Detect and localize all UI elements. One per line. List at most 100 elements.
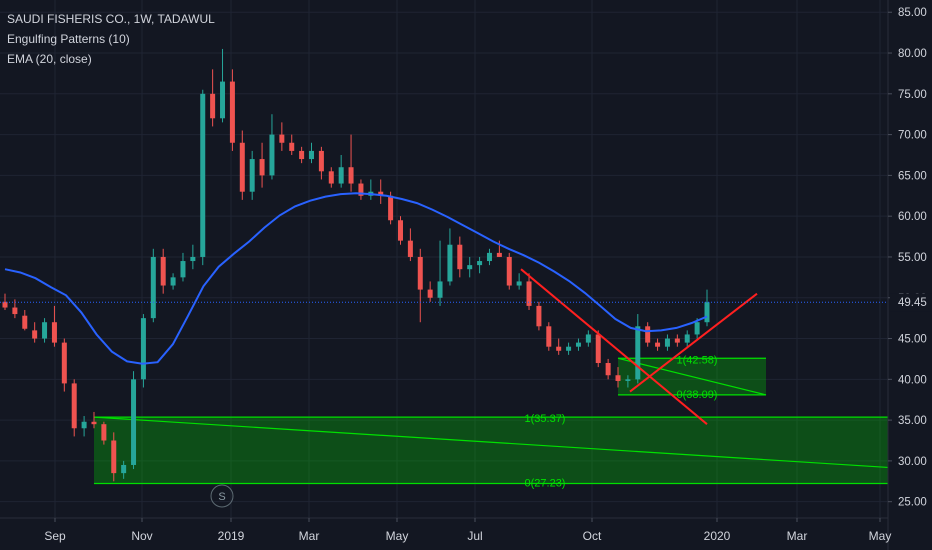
candle-body [190,256,196,262]
candle-body [180,261,186,278]
indicator-ema-label[interactable]: EMA (20, close) [7,52,92,66]
candle-body [150,256,156,319]
candle-body [101,424,107,441]
price-axis-label: 75.00 [898,89,927,101]
candle-body [388,195,394,221]
candle-body [51,322,57,343]
candle-body [546,326,552,347]
candle-body [704,302,710,323]
last-price-tag: 49.45 [898,297,927,309]
price-axis-label: 85.00 [898,7,927,19]
time-axis-label: Oct [583,529,602,543]
fib-top-label: 1(35.37) [525,413,566,425]
candle-body [121,464,127,474]
candle-body [486,252,492,262]
candle-body [358,183,364,196]
candle-body [269,134,275,176]
candle-body [299,150,305,160]
candle-body [655,342,661,347]
candle-body [2,301,8,308]
candle-body [556,346,562,351]
candle-body [81,421,87,429]
fib-box [93,417,889,484]
time-axis-label: Sep [44,529,66,543]
candle-body [378,191,384,196]
price-axis-label: 35.00 [898,415,927,427]
candle-body [516,281,522,286]
candle-body [447,244,453,282]
candle-body [338,167,344,184]
candle-body [239,142,245,192]
candle-body [160,256,166,286]
candle-body [289,142,295,151]
candle-body [111,440,117,474]
session-marker-label: S [218,491,225,503]
time-axis-label: Nov [131,529,152,543]
candle-body [595,334,601,364]
candle-body [229,81,235,143]
candle-body [279,134,285,143]
price-axis-label: 30.00 [898,456,927,468]
trendline-down [520,268,708,425]
candle-body [348,167,354,184]
fib-bottom-label: 0(27.23) [525,477,566,489]
candle-body [457,244,463,270]
candle-body [605,363,611,376]
price-axis-label: 40.00 [898,374,927,386]
session-marker-icon[interactable] [210,484,234,508]
candle-body [220,81,226,119]
candle-body [210,93,216,119]
price-axis-label: 80.00 [898,48,927,60]
fib-diagonal-line [617,357,767,396]
candle-body [12,307,18,315]
candle-body [427,289,433,298]
price-axis-label: 25.00 [898,497,927,509]
candle-body [506,256,512,286]
candle-body [61,342,67,384]
time-axis-label: Jul [467,529,482,543]
candle-body [694,322,700,335]
candle-body [467,265,473,270]
candle-body [674,338,680,343]
candle-body [536,305,542,327]
fib-bottom-label: 0(38.09) [677,389,718,401]
candle-body [585,334,591,343]
price-axis [888,0,932,550]
candle-body [397,220,403,241]
price-axis-label: 60.00 [898,211,927,223]
candle-body [22,315,28,329]
candle-body [625,379,631,381]
candle-body [170,277,176,286]
candle-body [328,171,334,184]
candle-body [615,375,621,381]
trendline-up [629,292,758,393]
candle-body [309,150,315,160]
candle-body [131,379,137,465]
candle-body [91,421,97,425]
time-axis-label: 2019 [218,529,245,543]
price-axis-label: 65.00 [898,170,927,182]
candle-body [664,338,670,347]
ema-line [4,192,708,365]
candle-body [684,334,690,343]
last-price-tag-bg [890,293,932,312]
candle-body [437,281,443,298]
candle-body [645,326,651,343]
chart-legend: SAUDI FISHERIS CO., 1W, TADAWUL Engulfin… [7,9,215,69]
price-axis-label: 45.00 [898,334,927,346]
time-axis-label: Mar [787,529,808,543]
candle-body [318,150,324,172]
candle-body [477,261,483,266]
candle-body [42,322,48,339]
candle-body [32,330,38,339]
candle-body [200,93,206,257]
candle-body [259,159,265,176]
price-axis-label: 70.00 [898,130,927,142]
indicator-engulfing-label[interactable]: Engulfing Patterns (10) [7,32,130,46]
candle-body [140,318,146,380]
time-axis-label: May [869,529,892,543]
fib-top-label: 1(42.58) [677,354,718,366]
candle-body [407,240,413,257]
symbol-title: SAUDI FISHERIS CO., 1W, TADAWUL [7,12,215,26]
